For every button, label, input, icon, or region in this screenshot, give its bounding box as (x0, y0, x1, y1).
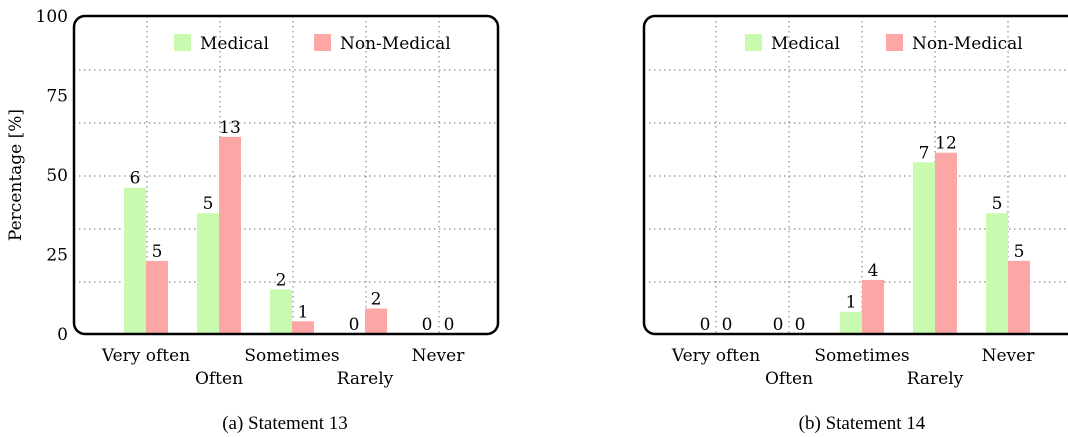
data-label-nonmedical: 5 (152, 242, 163, 262)
x-tick-label: Rarely (337, 369, 394, 389)
bar-nonmedical (1008, 260, 1030, 334)
data-label-medical: 1 (846, 293, 857, 313)
data-label-nonmedical: 13 (219, 118, 241, 138)
bar-medical (840, 311, 862, 334)
y-tick-labels: 0 25 50 75 100 (36, 7, 68, 345)
data-label-medical: 0 (422, 315, 433, 335)
data-label-nonmedical: 4 (868, 261, 879, 281)
y-tick-label: 25 (46, 246, 68, 266)
legend: Medical Non-Medical (745, 34, 1023, 54)
legend-medical-label: Medical (200, 34, 269, 54)
x-tick-label: Sometimes (244, 346, 339, 366)
bar-medical (986, 213, 1008, 334)
x-tick-label: Very often (101, 346, 190, 366)
x-tick-label: Never (982, 346, 1036, 366)
bar-nonmedical (365, 308, 387, 334)
data-label-nonmedical: 1 (298, 302, 309, 322)
legend-nonmedical-label: Non-Medical (340, 34, 451, 54)
data-label-nonmedical: 5 (1014, 242, 1025, 262)
x-tick-label: Very often (671, 346, 760, 366)
legend-nonmedical-swatch (886, 34, 903, 51)
legend-nonmedical-label: Non-Medical (912, 34, 1023, 54)
data-label-nonmedical: 2 (371, 290, 382, 310)
x-tick-label: Often (765, 369, 813, 389)
data-label-medical: 0 (700, 315, 711, 335)
bar-nonmedical (219, 136, 241, 334)
bar-nonmedical (862, 279, 884, 334)
bar-medical (913, 162, 935, 334)
y-axis-label: Percentage [%] (6, 109, 26, 241)
data-label-medical: 0 (349, 315, 360, 335)
caption-a: (a) Statement 13 (222, 413, 348, 434)
data-label-nonmedical: 0 (795, 315, 806, 335)
bar-nonmedical (146, 260, 168, 334)
y-tick-label: 0 (57, 325, 68, 345)
data-label-medical: 5 (203, 194, 214, 214)
x-tick-label: Often (195, 369, 243, 389)
y-tick-label: 100 (36, 7, 68, 27)
data-label-medical: 6 (130, 169, 141, 189)
bars (124, 136, 387, 334)
data-label-medical: 2 (276, 270, 287, 290)
data-label-medical: 0 (773, 315, 784, 335)
legend-medical-label: Medical (771, 34, 840, 54)
legend-nonmedical-swatch (314, 34, 331, 51)
bar-medical (197, 213, 219, 334)
x-tick-label: Rarely (907, 369, 964, 389)
bar-nonmedical (935, 152, 957, 334)
bar-medical (270, 289, 292, 334)
data-label-nonmedical: 0 (444, 315, 455, 335)
bars (840, 152, 1030, 334)
data-label-nonmedical: 12 (935, 134, 957, 154)
x-tick-label: Never (412, 346, 466, 366)
data-label-medical: 7 (919, 143, 930, 163)
plot-frame (642, 14, 1068, 336)
bar-nonmedical (292, 321, 314, 334)
data-label-nonmedical: 0 (722, 315, 733, 335)
data-label-medical: 5 (992, 194, 1003, 214)
caption-b: (b) Statement 14 (799, 413, 926, 434)
legend-medical-swatch (745, 34, 762, 51)
bar-medical (124, 187, 146, 334)
legend-medical-swatch (174, 34, 191, 51)
plot-frame (72, 14, 500, 336)
y-tick-label: 50 (46, 166, 68, 186)
y-tick-label: 75 (46, 87, 68, 107)
x-tick-label: Sometimes (814, 346, 909, 366)
legend: Medical Non-Medical (174, 34, 451, 54)
